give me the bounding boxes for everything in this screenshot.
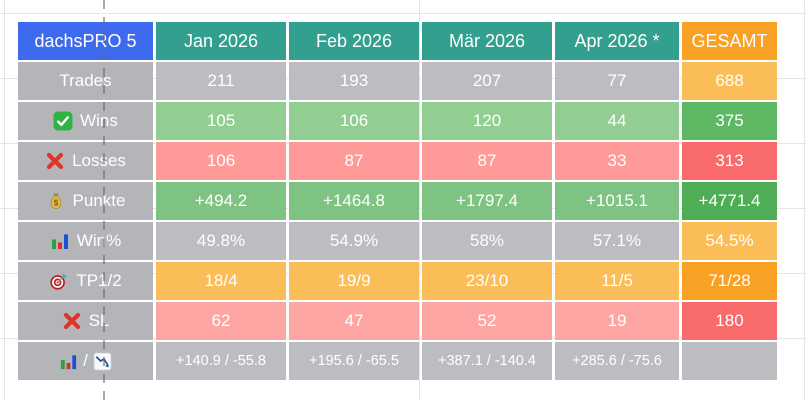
row-label-text: Losses — [72, 151, 126, 170]
target-icon — [50, 273, 68, 290]
cell-wins-jan[interactable]: 105 — [156, 102, 286, 140]
cell-sl-total[interactable]: 180 — [682, 302, 777, 340]
row-label-text: Punkte — [72, 191, 126, 210]
cell-sl-feb[interactable]: 47 — [289, 302, 419, 340]
row-label-profit-loss[interactable]: / — [18, 342, 153, 380]
cell-profit-loss-jan[interactable]: +140.9 / -55.8 — [156, 342, 286, 380]
cell-sl-jan[interactable]: 62 — [156, 302, 286, 340]
cell-winrate-feb[interactable]: 54.9% — [289, 222, 419, 260]
cell-punkte-jan[interactable]: +494.2 — [156, 182, 286, 220]
cell-winrate-jan[interactable]: 49.8% — [156, 222, 286, 260]
cell-tp-total[interactable]: 71/28 — [682, 262, 777, 300]
row-label-text: / — [83, 351, 88, 370]
cell-wins-mar[interactable]: 120 — [422, 102, 552, 140]
cell-punkte-mar[interactable]: +1797.4 — [422, 182, 552, 220]
cell-trades-jan[interactable]: 211 — [156, 62, 286, 100]
header-cell-jan[interactable]: Jan 2026 — [156, 22, 286, 60]
row-label-text: Trades — [59, 71, 112, 90]
cell-punkte-feb[interactable]: +1464.8 — [289, 182, 419, 220]
row-label-winrate[interactable]: Win% — [18, 222, 153, 260]
cross-icon — [63, 312, 80, 330]
cell-profit-loss-mar[interactable]: +387.1 / -140.4 — [422, 342, 552, 380]
cell-trades-mar[interactable]: 207 — [422, 62, 552, 100]
cell-losses-jan[interactable]: 106 — [156, 142, 286, 180]
cell-profit-loss-total[interactable] — [682, 342, 777, 380]
cell-trades-apr[interactable]: 77 — [555, 62, 679, 100]
cell-wins-apr[interactable]: 44 — [555, 102, 679, 140]
downtrend-icon — [93, 351, 112, 371]
row-label-punkte[interactable]: $ Punkte — [18, 182, 153, 220]
cell-profit-loss-apr[interactable]: +285.6 / -75.6 — [555, 342, 679, 380]
cell-tp-mar[interactable]: 23/10 — [422, 262, 552, 300]
cell-punkte-total[interactable]: +4771.4 — [682, 182, 777, 220]
header-cell-gesamt[interactable]: GESAMT — [682, 22, 777, 60]
header-cell-feb[interactable]: Feb 2026 — [289, 22, 419, 60]
gridline — [4, 0, 5, 400]
cell-losses-total[interactable]: 313 — [682, 142, 777, 180]
barchart-icon — [51, 234, 68, 249]
cross-icon — [46, 152, 64, 170]
cell-tp-feb[interactable]: 19/9 — [289, 262, 419, 300]
cell-tp-jan[interactable]: 18/4 — [156, 262, 286, 300]
row-label-sl[interactable]: SL — [18, 302, 153, 340]
cell-winrate-total[interactable]: 54.5% — [682, 222, 777, 260]
row-label-text: SL — [88, 311, 110, 330]
table-title-cell[interactable]: dachsPRO 5 — [18, 22, 153, 60]
svg-text:$: $ — [53, 197, 58, 207]
row-label-text: Wins — [80, 111, 118, 130]
cell-sl-mar[interactable]: 52 — [422, 302, 552, 340]
cell-trades-feb[interactable]: 193 — [289, 62, 419, 100]
cell-wins-feb[interactable]: 106 — [289, 102, 419, 140]
cell-sl-apr[interactable]: 19 — [555, 302, 679, 340]
cell-profit-loss-feb[interactable]: +195.6 / -65.5 — [289, 342, 419, 380]
stats-table: dachsPRO 5 Jan 2026 Feb 2026 Mär 2026 Ap… — [18, 22, 777, 380]
header-cell-apr[interactable]: Apr 2026 * — [555, 22, 679, 60]
cell-losses-apr[interactable]: 33 — [555, 142, 679, 180]
header-cell-mar[interactable]: Mär 2026 — [422, 22, 552, 60]
check-icon — [53, 111, 73, 131]
moneybag-icon: $ — [50, 193, 61, 209]
row-label-trades[interactable]: Trades — [18, 62, 153, 100]
cell-punkte-apr[interactable]: +1015.1 — [555, 182, 679, 220]
gridline — [804, 0, 805, 400]
gridline — [419, 0, 420, 400]
row-label-losses[interactable]: Losses — [18, 142, 153, 180]
barchart-icon — [61, 354, 77, 369]
cell-losses-mar[interactable]: 87 — [422, 142, 552, 180]
row-label-text: Win% — [76, 231, 122, 250]
cell-tp-apr[interactable]: 11/5 — [555, 262, 679, 300]
row-label-text: TP1/2 — [76, 271, 122, 290]
row-label-tp[interactable]: TP1/2 — [18, 262, 153, 300]
gridline — [0, 13, 806, 14]
cell-trades-total[interactable]: 688 — [682, 62, 777, 100]
cell-losses-feb[interactable]: 87 — [289, 142, 419, 180]
cell-winrate-mar[interactable]: 58% — [422, 222, 552, 260]
cell-wins-total[interactable]: 375 — [682, 102, 777, 140]
cell-winrate-apr[interactable]: 57.1% — [555, 222, 679, 260]
row-label-wins[interactable]: Wins — [18, 102, 153, 140]
